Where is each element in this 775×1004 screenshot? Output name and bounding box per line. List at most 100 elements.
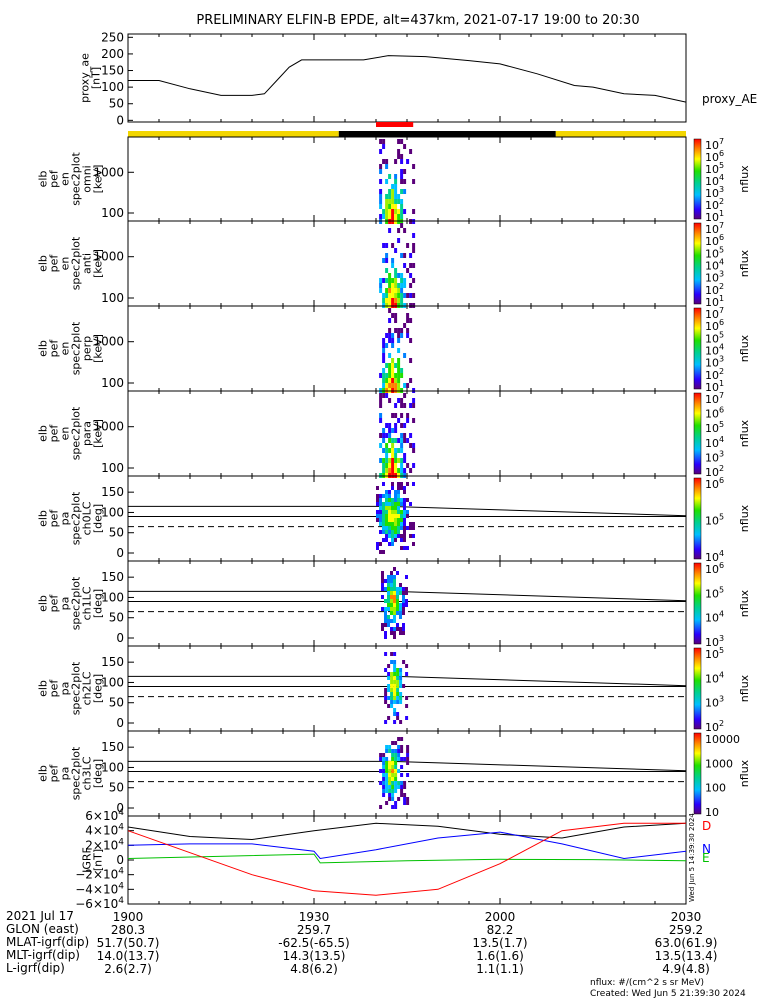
- pa_ch3-cell: [397, 745, 401, 749]
- pa_ch0-cell: [409, 502, 412, 506]
- spec_perp-cell: [382, 358, 386, 363]
- pa_ch1-cell: [393, 631, 396, 635]
- pa_ch2-cell: [396, 696, 400, 700]
- pa_ch1-cell: [387, 599, 390, 603]
- pa_ch3-cell: [379, 757, 383, 761]
- igrf-ylabel: IGRF[nT]: [81, 847, 105, 873]
- day-bar: [128, 131, 339, 137]
- pa_ch0-cell: [391, 538, 394, 542]
- igrf-line-e: [127, 853, 687, 864]
- spec_para-cell: [406, 463, 410, 468]
- xaxis-glon-value: 280.3: [111, 923, 145, 937]
- spec_omni-cell: [385, 204, 389, 209]
- pa_ch1-cell: [396, 611, 399, 615]
- pa_ch1-cell: [381, 607, 384, 611]
- pa_ch0-cell: [391, 498, 394, 502]
- spec_perp-cell: [382, 353, 386, 358]
- igrf-side-label-d: D: [702, 819, 711, 833]
- spec_para-cell: [400, 458, 404, 463]
- spec_perp-cell: [388, 338, 392, 343]
- pa_ch3-cell: [406, 761, 410, 765]
- pa_ch0-cell: [397, 486, 400, 490]
- pa_ch0-zlabel-tick: 104: [705, 549, 724, 564]
- spec_para-cell: [403, 393, 407, 398]
- pa_ch3-cell: [385, 769, 389, 773]
- pa_ch3-cell: [400, 757, 404, 761]
- xaxis-l-value: 2.6(2.7): [104, 962, 152, 976]
- pa_ch2-zlabel-text: nflux: [738, 674, 751, 702]
- pa_ch1-cell: [402, 595, 405, 599]
- spec_para-cell: [397, 458, 401, 463]
- spec_perp-ylabel-line: pef: [48, 339, 61, 358]
- pa_ch0-cell: [403, 522, 406, 526]
- pa_ch3-cell: [391, 753, 395, 757]
- spec_perp-cell: [382, 378, 386, 383]
- pa_ch0-cell: [388, 510, 391, 514]
- pa_ch2-cell: [393, 672, 397, 676]
- spec_omni-cell: [382, 159, 386, 164]
- pa_ch1-cell: [384, 619, 387, 623]
- pa_ch2-ytick-label: 100: [101, 675, 124, 689]
- pa_ch1-cell: [387, 623, 390, 627]
- igrf-ytick-label: −6×104: [75, 896, 124, 911]
- pa_ch3-cell: [394, 769, 398, 773]
- pa_ch3-cell: [382, 793, 386, 797]
- spec_anti-cell: [388, 283, 392, 288]
- spec_omni-cell: [394, 194, 398, 199]
- spec_para-cell: [397, 398, 401, 403]
- pa_ch1-cell: [390, 603, 393, 607]
- spec_para-cell: [391, 413, 395, 418]
- pa_ch3-cell: [400, 793, 404, 797]
- pa_ch2-cell: [396, 700, 400, 704]
- spec_anti-cell: [385, 298, 389, 303]
- pa_ch0-lc-line: [388, 505, 687, 517]
- pa_ch1-cell: [390, 587, 393, 591]
- pa_ch3-cell: [403, 785, 407, 789]
- pa_ch2-ytick-label: 0: [116, 716, 124, 730]
- pa_ch3-cell: [385, 761, 389, 765]
- spec_perp-ylabel-line: en: [59, 342, 72, 356]
- footer-row-mlt: MLT-igrf(dip): [6, 948, 80, 962]
- spec_anti-zlabel: nflux: [738, 249, 751, 277]
- spec_para-zlabel-tick: 104: [705, 435, 724, 450]
- pa_ch3-cell: [382, 773, 386, 777]
- pa_ch0-ylabel-line: elb: [37, 510, 50, 527]
- pa_ch3-cell: [388, 777, 392, 781]
- spec_anti-cell: [412, 278, 416, 283]
- spec_omni-zlabel-tick: 106: [705, 149, 724, 164]
- pa_ch0-cell: [400, 514, 403, 518]
- spec_perp-zlabel-tick: 105: [705, 330, 724, 345]
- spec_anti-cell: [379, 278, 383, 283]
- pa_ch3-cell: [406, 801, 410, 805]
- spec_anti-cell: [412, 243, 416, 248]
- spec_omni-ytick-label: 1000: [93, 165, 124, 179]
- pa_ch0-cell: [400, 538, 403, 542]
- spec_para-cell: [388, 433, 392, 438]
- pa_ch1-cell: [393, 587, 396, 591]
- pa_ch1-colorbar: [693, 562, 702, 645]
- spec_anti-cell: [388, 228, 392, 233]
- spec_perp-zlabel-tick: 101: [705, 379, 724, 394]
- spec_perp-cells: [379, 308, 416, 393]
- pa_ch3-cell: [391, 757, 395, 761]
- pa_ch0-cell: [403, 546, 406, 550]
- pa_ch1-lc-line: [393, 590, 687, 602]
- spec_para-cell: [391, 438, 395, 443]
- spec_para-cell: [391, 468, 395, 473]
- pa_ch0-cell: [391, 482, 394, 486]
- pa_ch2-cell: [393, 688, 397, 692]
- pa_ch3-ytick-label: 150: [101, 740, 124, 754]
- spec_omni-cell: [388, 189, 392, 194]
- pa_ch3-cell: [403, 793, 407, 797]
- spec_anti-cell: [409, 283, 413, 288]
- spec_perp-colorbar: [693, 307, 702, 390]
- pa_ch3-zlabel-text: nflux: [738, 759, 751, 787]
- night-bar: [338, 131, 556, 137]
- pa_ch0-cell: [394, 498, 397, 502]
- spec_para-zlabel-tick: 107: [705, 391, 724, 406]
- pa_ch0-cell: [400, 502, 403, 506]
- footer-row-mlat: MLAT-igrf(dip): [6, 935, 89, 949]
- pa_ch1-cell: [393, 583, 396, 587]
- spec_perp-cell: [394, 318, 398, 323]
